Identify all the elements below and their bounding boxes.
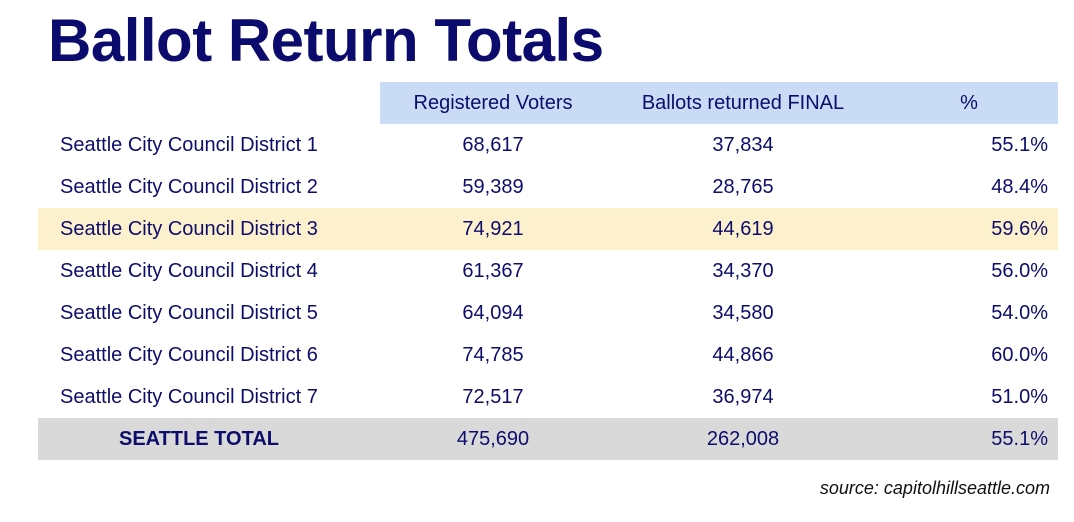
registered-voters-value: 74,785 — [462, 343, 524, 366]
chart-title: Ballot Return Totals — [48, 7, 604, 74]
ballots-returned-value: 34,580 — [712, 301, 774, 324]
percent-value: 56.0% — [991, 259, 1048, 282]
ballots-returned-value: 28,765 — [712, 175, 774, 198]
registered-voters-value: 74,921 — [380, 208, 606, 250]
percent-value: 60.0% — [991, 343, 1048, 366]
percent-value: 59.6% — [880, 208, 1058, 250]
district-name: Seattle City Council District 4 — [60, 259, 318, 282]
ballots-returned-value: 44,866 — [712, 343, 774, 366]
district-name: Seattle City Council District 3 — [38, 208, 380, 250]
registered-voters-value: 61,367 — [462, 259, 524, 282]
registered-voters-value: 64,094 — [462, 301, 524, 324]
district-name: Seattle City Council District 1 — [60, 133, 318, 156]
ballots-returned-value: 37,834 — [712, 133, 774, 156]
registered-voters-value: 68,617 — [462, 133, 524, 156]
source-note: source: capitolhillseattle.com — [819, 478, 1050, 498]
header-blank-cell — [38, 82, 380, 124]
total-row: SEATTLE TOTAL 475,690 262,008 55.1% — [38, 418, 1058, 460]
total-percent: 55.1% — [880, 418, 1058, 460]
table-row: Seattle City Council District 4 61,367 3… — [38, 250, 1058, 292]
district-name: Seattle City Council District 6 — [60, 343, 318, 366]
percent-value: 54.0% — [991, 301, 1048, 324]
registered-voters-value: 59,389 — [462, 175, 524, 198]
header-ballots-returned: Ballots returned FINAL — [606, 82, 880, 124]
district-name: Seattle City Council District 5 — [60, 301, 318, 324]
table-row: Seattle City Council District 1 68,617 3… — [38, 124, 1058, 166]
table-row-highlighted: Seattle City Council District 3 74,921 4… — [38, 208, 1058, 250]
table-row: Seattle City Council District 2 59,389 2… — [38, 166, 1058, 208]
percent-value: 55.1% — [991, 133, 1048, 156]
registered-voters-value: 72,517 — [462, 385, 524, 408]
header-percent: % — [880, 82, 1058, 124]
total-registered-voters: 475,690 — [380, 418, 606, 460]
table-row: Seattle City Council District 7 72,517 3… — [38, 376, 1058, 418]
table-header-row: Registered Voters Ballots returned FINAL… — [38, 82, 1058, 124]
total-label: SEATTLE TOTAL — [38, 418, 380, 460]
table-row: Seattle City Council District 6 74,785 4… — [38, 334, 1058, 376]
header-registered-voters: Registered Voters — [380, 82, 606, 124]
ballots-returned-value: 44,619 — [606, 208, 880, 250]
percent-value: 51.0% — [991, 385, 1048, 408]
ballots-returned-value: 34,370 — [712, 259, 774, 282]
district-name: Seattle City Council District 2 — [60, 175, 318, 198]
district-name: Seattle City Council District 7 — [60, 385, 318, 408]
total-ballots-returned: 262,008 — [606, 418, 880, 460]
percent-value: 48.4% — [991, 175, 1048, 198]
ballots-returned-value: 36,974 — [712, 385, 774, 408]
table-row: Seattle City Council District 5 64,094 3… — [38, 292, 1058, 334]
ballot-return-table: Registered Voters Ballots returned FINAL… — [38, 82, 1058, 460]
